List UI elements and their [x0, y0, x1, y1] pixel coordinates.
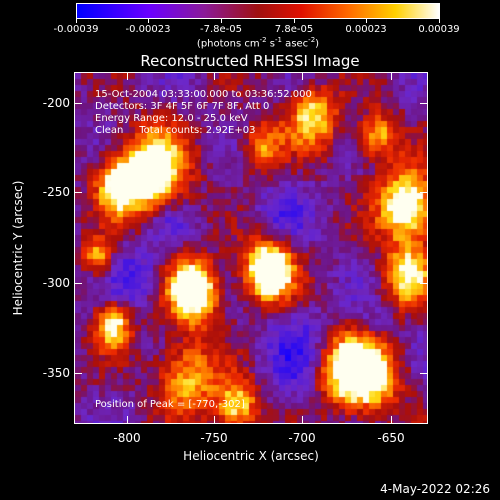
x-tick-label: -650: [377, 431, 405, 445]
rhessi-heatmap: [75, 73, 427, 423]
info-counts: Clean Total counts: 2.92E+03: [95, 125, 256, 136]
colorbar-tick: [294, 18, 295, 23]
x-tick: [391, 72, 392, 80]
colorbar-tick: [439, 18, 440, 23]
y-tick: [74, 192, 82, 193]
colorbar-label: 0.00039: [418, 24, 460, 35]
y-tick-label: -200: [42, 96, 70, 110]
info-energy-range: Energy Range: 12.0 - 25.0 keV: [95, 113, 248, 124]
colorbar-label: 7.8e-05: [274, 24, 314, 35]
peak-position: Position of Peak = [-770,-302]: [95, 399, 245, 410]
colorbar-label: -0.00039: [53, 24, 99, 35]
x-tick: [127, 416, 128, 424]
x-tick: [302, 416, 303, 424]
y-tick: [420, 373, 428, 374]
x-tick: [214, 72, 215, 80]
x-tick: [214, 416, 215, 424]
colorbar-tick: [148, 18, 149, 23]
colorbar: [76, 3, 440, 19]
colorbar-tick: [221, 18, 222, 23]
y-tick: [420, 283, 428, 284]
x-tick-label: -700: [288, 431, 316, 445]
colorbar-tick: [76, 18, 77, 23]
y-tick: [420, 103, 428, 104]
colorbar-units: (photons cm-2 s-1 asec-2): [196, 36, 320, 50]
colorbar-label: 0.00023: [345, 24, 387, 35]
x-tick-label: -800: [113, 431, 141, 445]
y-tick-label: -250: [42, 185, 70, 199]
x-tick: [127, 72, 128, 80]
y-tick: [74, 373, 82, 374]
image-plot-area: 15-Oct-2004 03:33:00.000 to 03:36:52.000…: [74, 72, 428, 424]
y-tick: [420, 192, 428, 193]
info-time-range: 15-Oct-2004 03:33:00.000 to 03:36:52.000: [95, 89, 312, 100]
y-tick: [74, 103, 82, 104]
colorbar-label: -0.00023: [125, 24, 171, 35]
x-tick-label: -750: [200, 431, 228, 445]
y-tick-label: -300: [42, 276, 70, 290]
x-tick: [302, 72, 303, 80]
colorbar-label: -7.8e-05: [200, 24, 242, 35]
info-detectors: Detectors: 3F 4F 5F 6F 7F 8F, Att 0: [95, 101, 270, 112]
y-tick: [74, 283, 82, 284]
chart-title: Reconstructed RHESSI Image: [140, 52, 360, 70]
x-tick: [391, 416, 392, 424]
x-axis-title: Heliocentric X (arcsec): [183, 449, 319, 463]
y-axis-title: Heliocentric Y (arcsec): [11, 180, 25, 316]
colorbar-tick: [366, 18, 367, 23]
timestamp: 4-May-2022 02:26: [380, 482, 490, 496]
y-tick-label: -350: [42, 366, 70, 380]
